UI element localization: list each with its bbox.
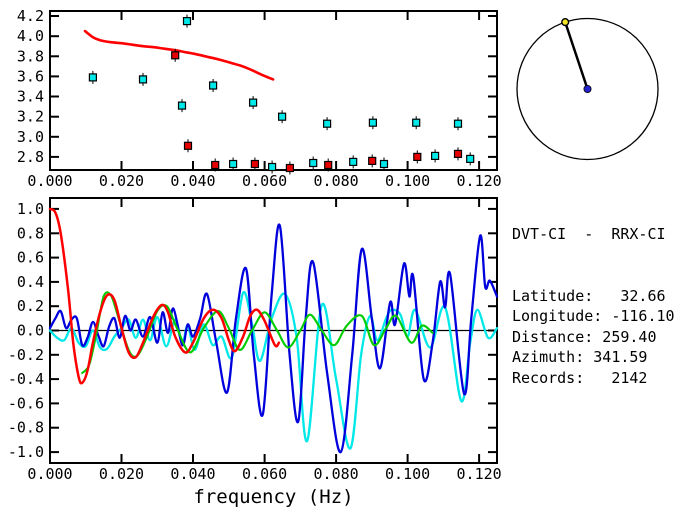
- x-tick-label: 0.000: [27, 465, 72, 483]
- data-marker: [183, 141, 193, 150]
- station-pair-title: DVT-CI - RRX-CI: [512, 225, 666, 243]
- data-marker: [453, 149, 463, 158]
- blue-correlation-trace-curve: [48, 223, 499, 454]
- azimuth-needle: [564, 21, 589, 90]
- data-marker: [368, 156, 377, 165]
- x-tick-label: 0.120: [457, 172, 502, 190]
- bottom-chart: 0.000 0.020 0.040 0.060 0.080 0.100 0.120 -1.0 -…: [8, 197, 502, 508]
- compass-center-dot: [583, 85, 592, 94]
- x-tick-label: 0.100: [385, 172, 430, 190]
- y-tick-label: 3.8: [17, 47, 44, 65]
- x-tick-label: 0.060: [242, 172, 287, 190]
- data-marker: [466, 154, 475, 163]
- data-marker: [209, 81, 218, 90]
- info-line: Longitude: -116.10: [512, 307, 675, 325]
- y-tick-label: 0.4: [17, 273, 44, 291]
- data-marker: [250, 159, 259, 169]
- y-tick-label: 1.0: [17, 200, 44, 218]
- y-tick-label: 4.2: [17, 7, 44, 25]
- data-marker: [349, 157, 358, 166]
- y-tick-label: -0.2: [8, 346, 44, 364]
- data-marker: [412, 118, 421, 127]
- x-tick-label: 0.060: [242, 465, 287, 483]
- y-tick-label: -0.8: [8, 419, 44, 437]
- x-tick-label: 0.020: [99, 172, 144, 190]
- data-marker: [323, 119, 332, 128]
- station-info-lines: Latitude: 32.66 Longitude: -116.10 Distanc…: [512, 286, 675, 389]
- data-marker: [229, 159, 238, 169]
- data-marker: [453, 119, 463, 128]
- cyan-velocity-measurements: [88, 14, 475, 174]
- y-tick-label: 2.8: [17, 148, 44, 166]
- info-line: Records: 2142: [512, 368, 648, 387]
- x-tick-label: 0.080: [314, 172, 359, 190]
- info-line: Distance: 259.40: [512, 327, 657, 346]
- data-marker: [138, 75, 148, 84]
- data-marker: [309, 158, 318, 168]
- info-line: Azimuth: 341.59: [512, 348, 648, 366]
- y-tick-label: 3.2: [17, 108, 44, 126]
- azimuth-compass: [516, 17, 659, 161]
- y-tick-label: 3.0: [17, 128, 44, 146]
- data-marker: [177, 101, 187, 110]
- data-marker: [413, 152, 422, 161]
- data-marker: [171, 51, 180, 60]
- plot-frame: [49, 10, 498, 171]
- data-marker: [211, 160, 220, 170]
- y-tick-label: 4.0: [17, 27, 44, 45]
- x-tick-label: 0.080: [314, 465, 359, 483]
- y-tick-label: 3.4: [17, 88, 44, 106]
- y-tick-label: 3.6: [17, 67, 44, 85]
- data-marker: [324, 160, 333, 170]
- compass-circle: [516, 17, 659, 161]
- azimuth-end-marker: [561, 18, 570, 27]
- x-tick-label: 0.040: [170, 172, 215, 190]
- green-fit-trace-curve: [81, 291, 434, 375]
- y-tick-label: 0.0: [17, 322, 44, 340]
- data-marker: [249, 98, 258, 107]
- data-marker: [431, 151, 440, 160]
- y-tick-label: -1.0: [8, 443, 44, 461]
- data-marker: [379, 159, 389, 169]
- data-marker: [278, 112, 287, 121]
- y-tick-label: -0.6: [8, 394, 44, 412]
- data-marker: [368, 118, 377, 127]
- top-chart-axes: 0.000 0.020 0.040 0.060 0.080 0.100 0.120 2.8 3.…: [17, 7, 502, 190]
- station-info-panel: DVT-CI - RRX-CI Latitude: 32.66 Longitude…: [512, 183, 675, 429]
- x-tick-label: 0.020: [99, 465, 144, 483]
- y-tick-label: 0.2: [17, 297, 44, 315]
- red-fit-trace-curve: [48, 207, 281, 385]
- red-velocity-measurements: [171, 48, 463, 175]
- data-marker: [182, 17, 192, 26]
- x-axis-label: frequency (Hz): [193, 486, 353, 508]
- y-tick-label: 0.8: [17, 224, 44, 242]
- x-tick-label: 0.100: [385, 465, 430, 483]
- x-tick-label: 0.120: [457, 465, 502, 483]
- data-marker: [268, 162, 277, 172]
- x-tick-label: 0.000: [27, 172, 72, 190]
- y-tick-label: 0.6: [17, 249, 44, 267]
- data-marker: [88, 73, 98, 82]
- info-line: Latitude: 32.66: [512, 286, 666, 305]
- x-tick-label: 0.040: [170, 465, 215, 483]
- data-marker: [285, 163, 294, 173]
- top-chart: 0.000 0.020 0.040 0.060 0.080 0.100 0.120 2.8 3.…: [17, 7, 502, 190]
- y-tick-label: -0.4: [8, 370, 44, 388]
- bottom-chart-axes: 0.000 0.020 0.040 0.060 0.080 0.100 0.120 -1.0 -…: [8, 197, 502, 508]
